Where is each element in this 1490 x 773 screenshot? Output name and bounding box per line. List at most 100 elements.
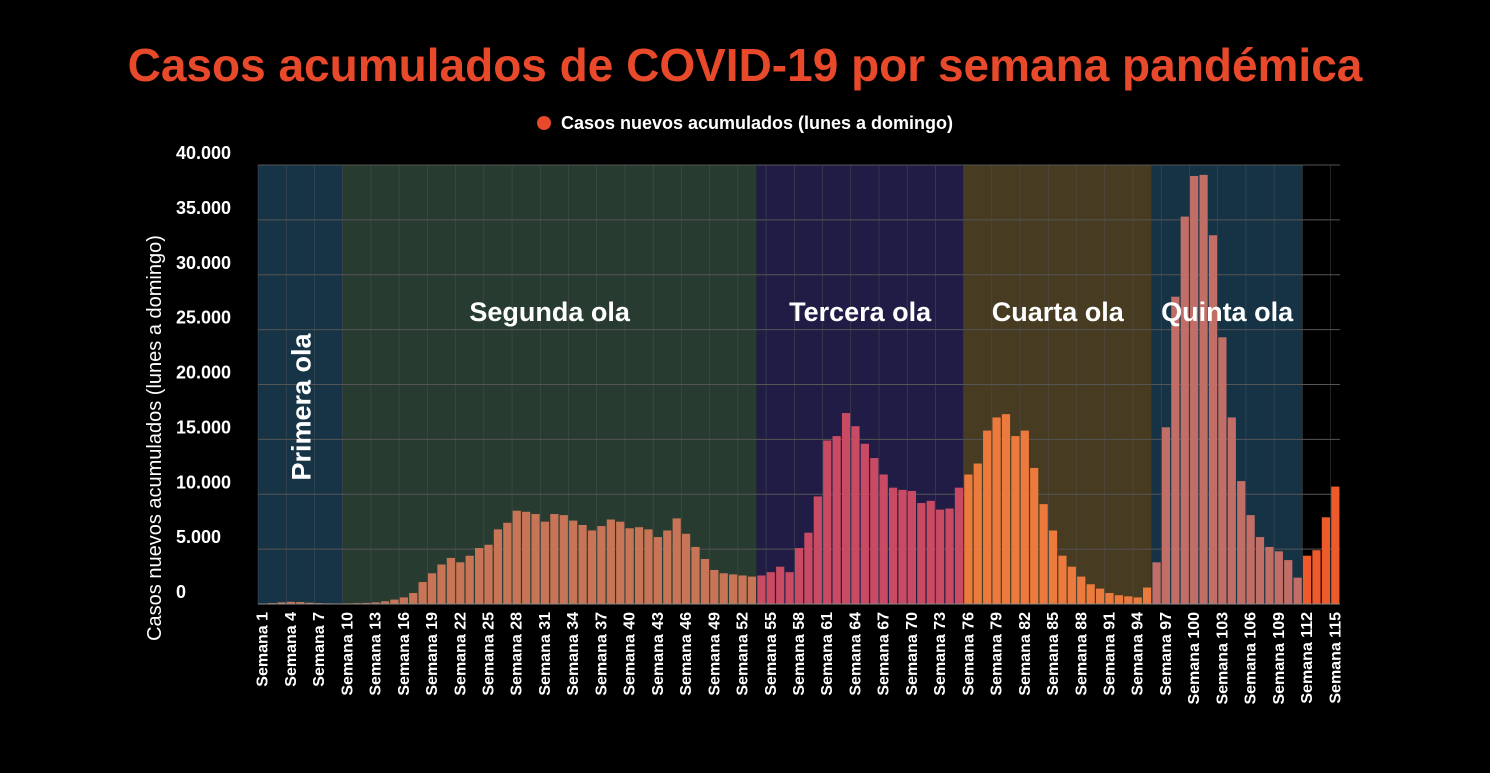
x-tick-label-64: Semana 64 — [847, 612, 864, 696]
bar-semana-48 — [700, 559, 710, 604]
x-tick-label-46: Semana 46 — [678, 612, 695, 696]
bar-semana-47 — [691, 546, 700, 604]
bar-semana-30 — [531, 514, 540, 604]
bar-semana-59 — [804, 532, 813, 604]
bar-semana-46 — [681, 533, 691, 604]
bar-semana-99 — [1180, 216, 1189, 604]
bar-semana-6 — [305, 602, 314, 604]
bar-semana-101 — [1199, 174, 1208, 604]
bar-semana-108 — [1265, 546, 1274, 604]
wave-labels: Primera ola Segunda ola Tercera ola Cuarta … — [286, 297, 1294, 481]
bar-semana-51 — [729, 574, 738, 604]
bar-semana-107 — [1255, 537, 1265, 604]
bar-semana-89 — [1086, 584, 1095, 604]
y-tick-label-3: 15.000 — [176, 417, 231, 437]
bar-semana-112 — [1302, 555, 1312, 604]
bar-series — [258, 174, 1340, 605]
x-tick-label-94: Semana 94 — [1130, 612, 1147, 696]
bar-semana-102 — [1208, 235, 1218, 605]
bar-semana-90 — [1095, 588, 1105, 604]
y-tick-label-4: 20.000 — [176, 363, 231, 383]
bar-semana-19 — [427, 573, 437, 604]
x-tick-label-67: Semana 67 — [876, 612, 893, 696]
x-tick-label-1: Semana 1 — [255, 612, 272, 687]
wave-label-1: Primera ola — [286, 332, 316, 480]
x-tick-label-106: Semana 106 — [1243, 612, 1260, 705]
x-tick-label-28: Semana 28 — [509, 612, 526, 696]
bar-semana-20 — [437, 564, 446, 604]
bar-semana-110 — [1284, 560, 1293, 604]
bar-semana-22 — [456, 562, 465, 604]
bar-semana-98 — [1171, 296, 1180, 604]
y-axis-title: Casos nuevos acumulados (lunes a domingo… — [144, 235, 166, 641]
bar-semana-58 — [794, 548, 804, 604]
bar-semana-38 — [606, 519, 615, 604]
chart-title: Casos acumulados de COVID-19 por semana … — [127, 39, 1363, 91]
bar-semana-25 — [484, 544, 493, 604]
bar-semana-45 — [672, 518, 681, 604]
bar-semana-15 — [390, 599, 399, 604]
bar-semana-77 — [973, 463, 982, 604]
bar-semana-49 — [710, 569, 719, 604]
x-tick-label-43: Semana 43 — [650, 612, 667, 696]
bar-semana-106 — [1246, 515, 1255, 604]
x-tick-label-7: Semana 7 — [311, 612, 328, 687]
bar-semana-86 — [1058, 555, 1067, 604]
bar-semana-29 — [522, 511, 531, 604]
y-tick-label-0: 0 — [176, 582, 186, 602]
bar-semana-79 — [992, 417, 1001, 604]
bar-semana-92 — [1114, 595, 1123, 604]
bar-semana-111 — [1293, 577, 1302, 604]
x-tick-label-76: Semana 76 — [960, 612, 977, 696]
bar-semana-39 — [616, 521, 625, 604]
bar-semana-103 — [1218, 337, 1227, 604]
bar-semana-69 — [898, 489, 907, 604]
bar-semana-53 — [747, 576, 757, 604]
bar-semana-14 — [380, 601, 390, 604]
wave-label-5: Quinta ola — [1161, 297, 1294, 327]
y-tick-label-6: 30.000 — [176, 253, 231, 273]
bar-semana-50 — [719, 573, 728, 604]
bar-semana-54 — [757, 575, 766, 604]
bar-semana-43 — [653, 537, 662, 604]
bar-semana-74 — [945, 508, 954, 604]
bar-semana-97 — [1161, 427, 1171, 604]
x-tick-label-112: Semana 112 — [1299, 612, 1316, 704]
x-tick-label-91: Semana 91 — [1101, 612, 1118, 696]
bar-semana-52 — [738, 575, 747, 604]
bar-semana-5 — [296, 602, 305, 604]
x-tick-label-97: Semana 97 — [1158, 612, 1175, 696]
bar-semana-42 — [644, 529, 653, 604]
y-tick-label-5: 25.000 — [176, 308, 231, 328]
wave-label-3: Tercera ola — [789, 297, 932, 327]
bar-semana-44 — [663, 530, 672, 604]
bar-semana-64 — [851, 426, 860, 604]
bar-semana-3 — [277, 602, 286, 604]
x-axis: Semana 1 Semana 4 Semana 7 Semana 10 Semana … — [255, 603, 1344, 705]
bar-semana-23 — [465, 555, 474, 604]
bar-semana-26 — [493, 529, 503, 604]
bar-semana-66 — [870, 458, 879, 604]
x-tick-label-103: Semana 103 — [1214, 612, 1231, 705]
bar-semana-85 — [1048, 530, 1058, 604]
bar-semana-57 — [785, 572, 794, 604]
bar-semana-105 — [1237, 481, 1246, 604]
bar-semana-16 — [399, 597, 408, 604]
bar-semana-95 — [1143, 587, 1152, 604]
x-tick-label-22: Semana 22 — [452, 612, 469, 696]
bar-semana-67 — [879, 474, 888, 604]
x-tick-label-13: Semana 13 — [368, 612, 385, 696]
x-tick-label-61: Semana 61 — [819, 612, 836, 696]
bar-semana-113 — [1312, 550, 1321, 604]
bar-semana-24 — [475, 548, 484, 604]
x-tick-label-52: Semana 52 — [735, 612, 752, 696]
bar-semana-28 — [512, 510, 521, 604]
y-tick-label-1: 5.000 — [176, 527, 221, 547]
x-tick-label-85: Semana 85 — [1045, 612, 1062, 696]
x-tick-label-49: Semana 49 — [706, 612, 723, 696]
x-tick-label-55: Semana 55 — [763, 612, 780, 696]
bar-semana-61 — [823, 440, 832, 604]
x-tick-label-82: Semana 82 — [1017, 612, 1034, 696]
bar-semana-68 — [888, 487, 898, 604]
bar-semana-81 — [1011, 436, 1020, 604]
